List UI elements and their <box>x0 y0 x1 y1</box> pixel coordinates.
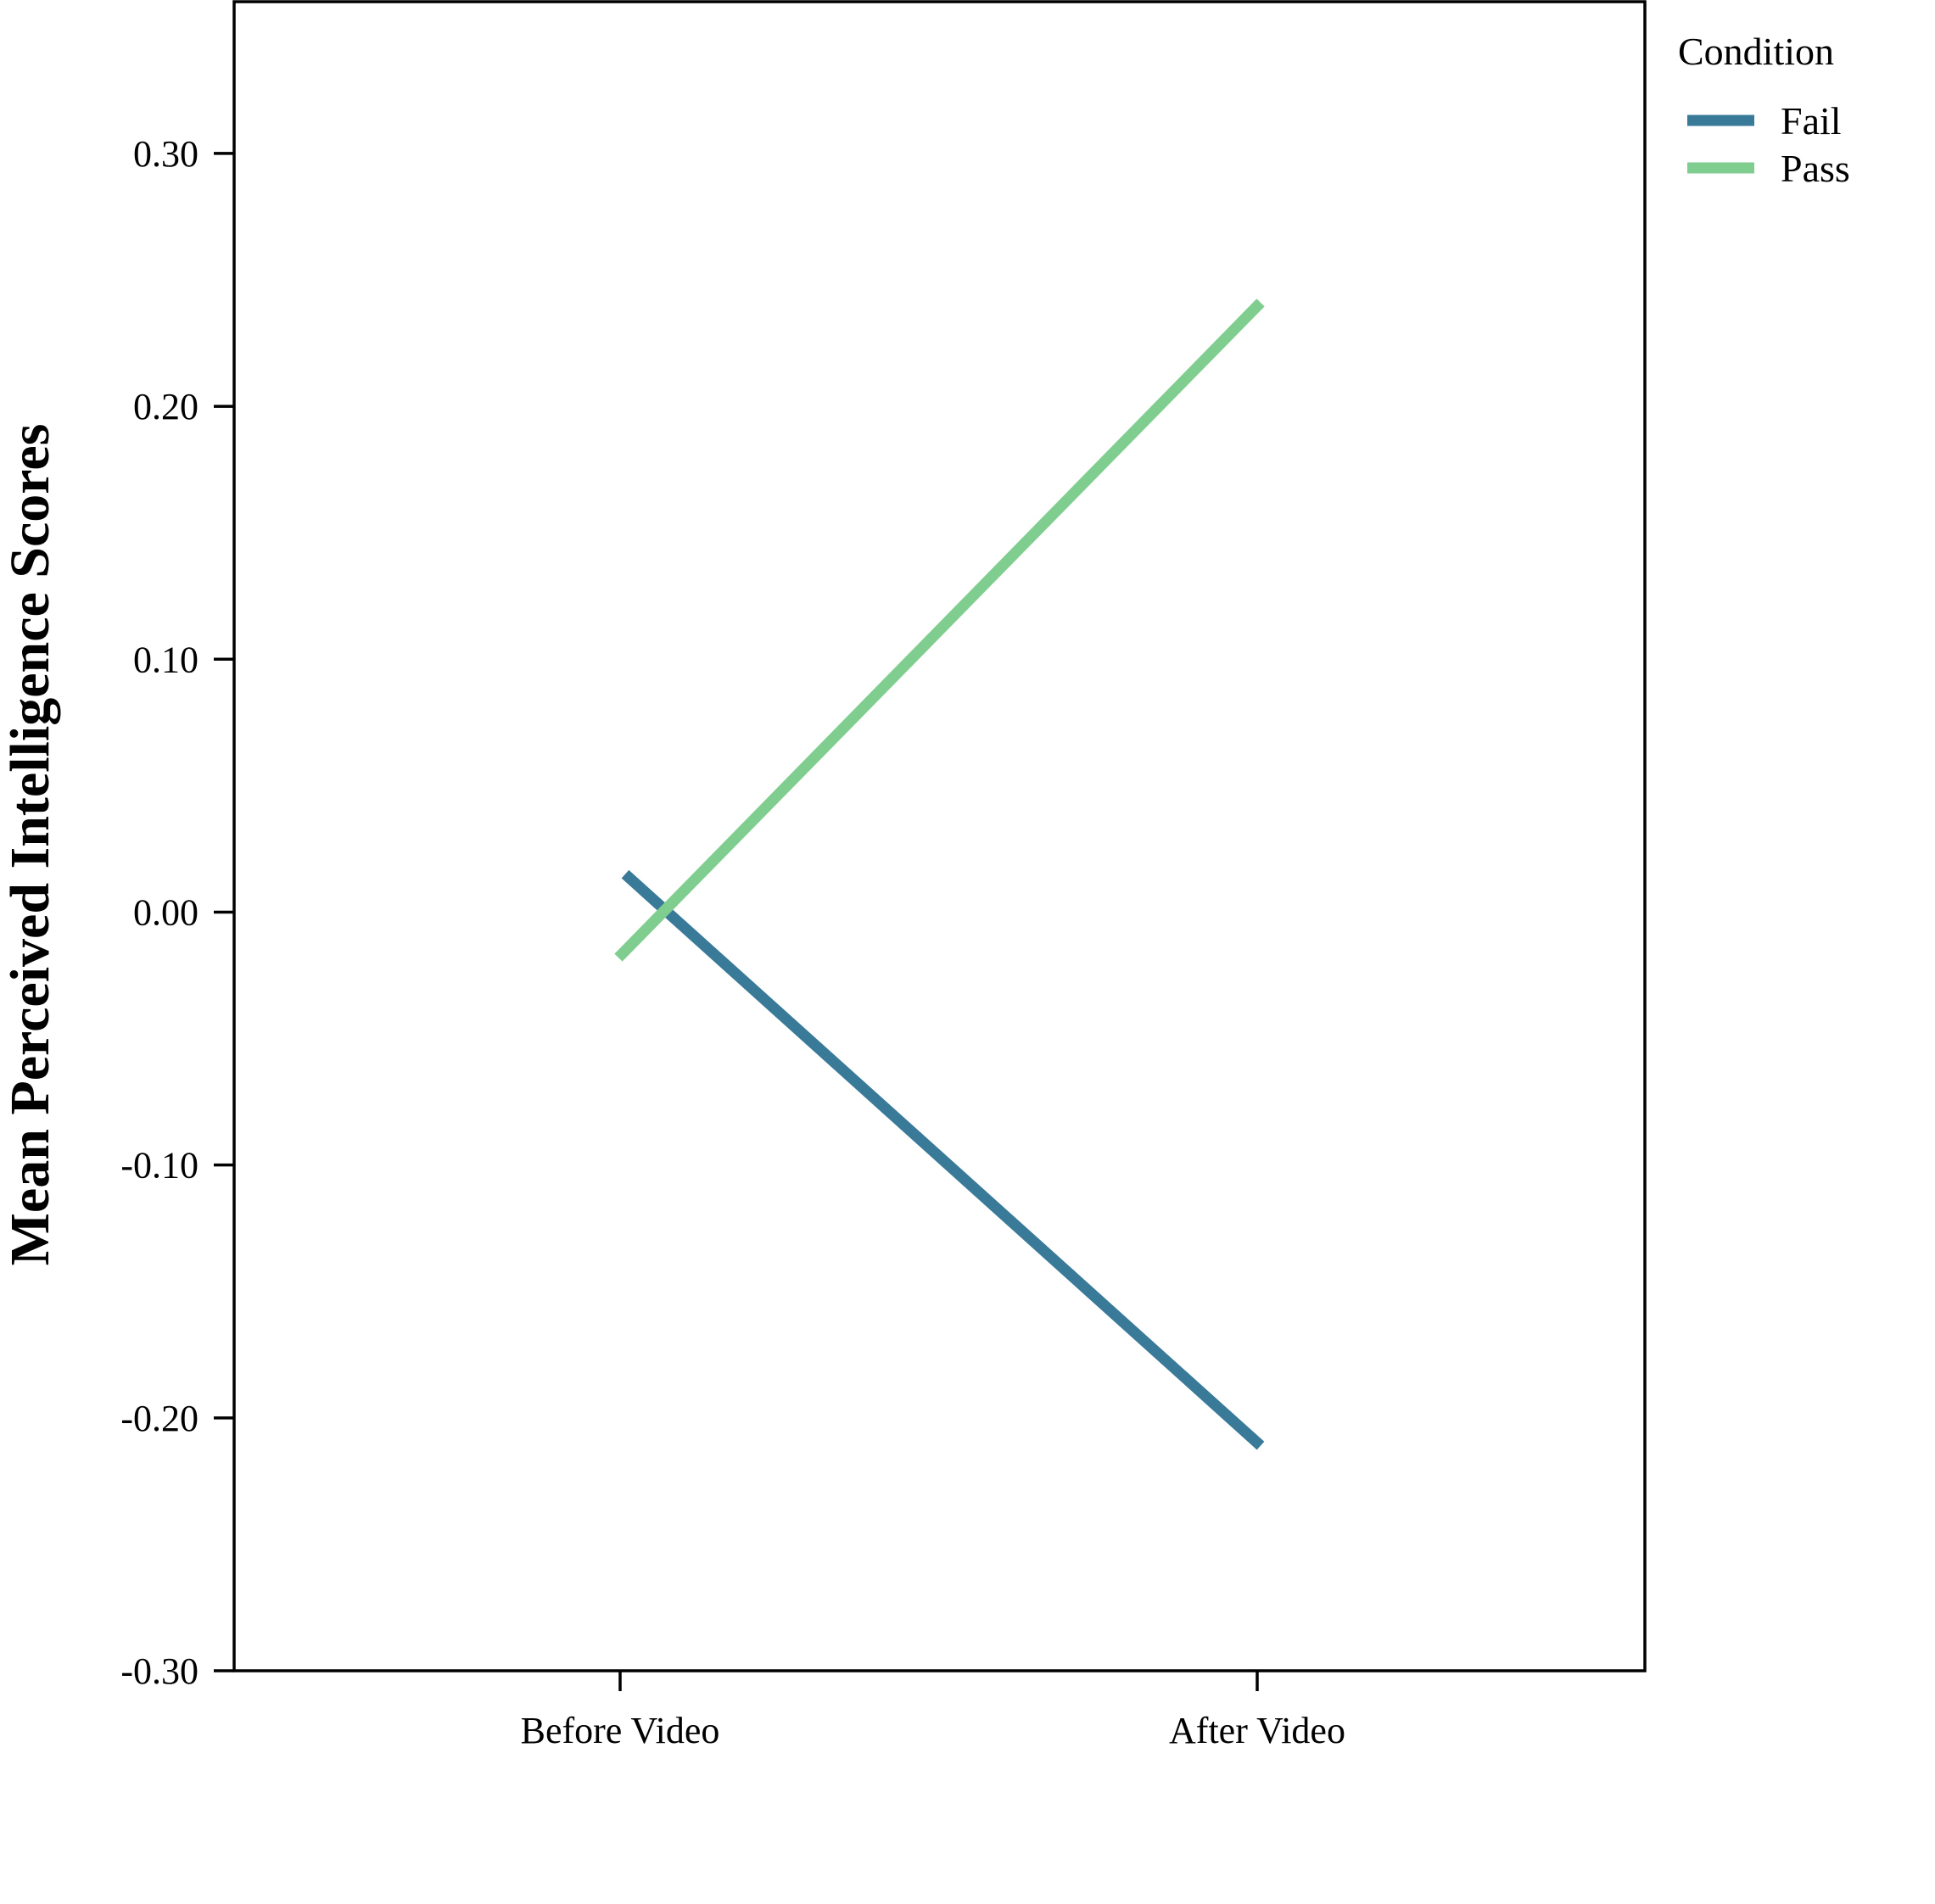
y-axis-title: Mean Perceived Intelligence Scores <box>0 424 61 1266</box>
series-line-pass <box>614 299 1265 962</box>
y-tick-label: 0.10 <box>133 639 199 680</box>
x-tick-label: Before Video <box>521 1710 720 1751</box>
y-tick-label: -0.20 <box>120 1398 199 1439</box>
y-tick-label: 0.00 <box>133 891 199 933</box>
x-tick-label: After Video <box>1169 1710 1345 1751</box>
y-tick-label: 0.30 <box>133 133 199 175</box>
plot-frame <box>232 0 1647 1672</box>
legend: Condition Fail Pass <box>1678 30 1850 190</box>
series-lines <box>614 299 1265 1450</box>
y-tick-label: 0.20 <box>133 386 199 427</box>
series-line-fail <box>621 869 1265 1450</box>
legend-title: Condition <box>1678 30 1834 73</box>
y-axis-ticks: -0.30 -0.20 -0.10 0.00 0.10 0.20 0.30 <box>120 133 234 1692</box>
legend-label-pass: Pass <box>1781 147 1850 190</box>
legend-label-fail: Fail <box>1781 99 1842 142</box>
y-tick-label: -0.10 <box>120 1145 199 1187</box>
x-axis-ticks: Before Video After Video <box>521 1671 1345 1751</box>
y-tick-label: -0.30 <box>120 1650 199 1692</box>
